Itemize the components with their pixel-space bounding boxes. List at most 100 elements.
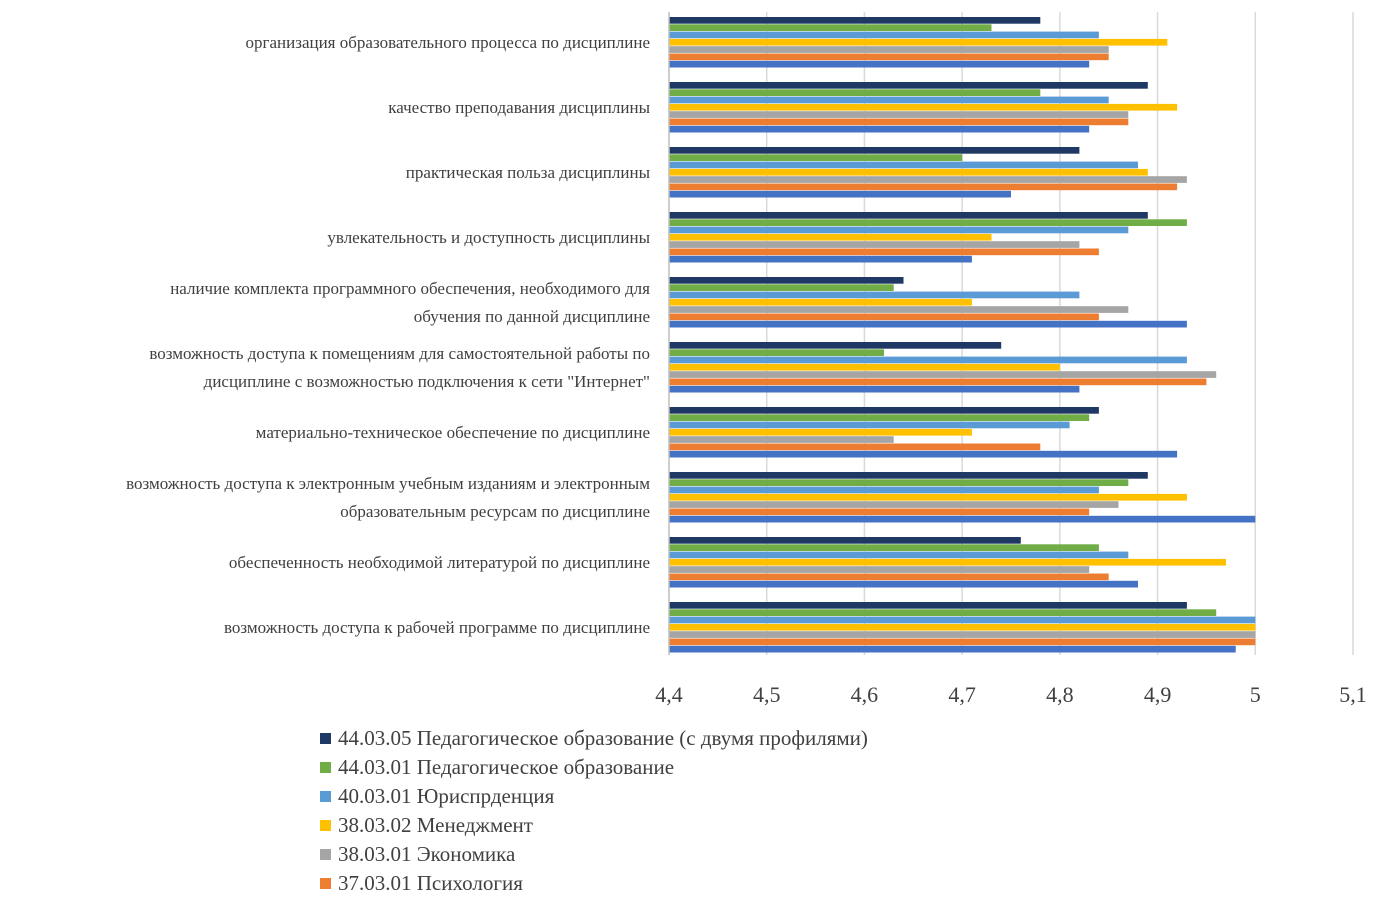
bar <box>669 226 1129 234</box>
bar <box>669 176 1187 183</box>
legend: 44.03.05 Педагогическое образование (с д… <box>320 724 868 898</box>
x-tick-label: 5 <box>1249 682 1261 707</box>
bar <box>669 154 963 161</box>
bar <box>669 371 1217 378</box>
bar <box>669 501 1119 508</box>
x-tick-label: 4,8 <box>1046 682 1074 707</box>
category-label: организация образовательного процесса по… <box>0 29 650 57</box>
category-label: возможность доступа к помещениям для сам… <box>0 340 650 396</box>
category-label-line: обучения по данной дисциплине <box>413 306 650 326</box>
category-label-line: обеспеченность необходимой литературой п… <box>228 552 650 572</box>
legend-item: 38.03.01 Экономика <box>320 840 868 869</box>
bar <box>669 356 1187 364</box>
bar <box>669 277 904 284</box>
x-tick-label: 5,1 <box>1339 682 1367 707</box>
legend-item: 44.03.05 Педагогическое образование (с д… <box>320 724 868 753</box>
category-label-line: наличие комплекта программного обеспечен… <box>170 278 650 298</box>
bar <box>669 31 1099 39</box>
category-label-line: качество преподавания дисциплины <box>388 97 650 117</box>
bar <box>669 125 1090 133</box>
bar <box>669 363 1060 371</box>
category-label-line: возможность доступа к электронным учебны… <box>126 473 650 493</box>
bar <box>669 306 1129 313</box>
category-label: увлекательность и доступность дисциплины <box>0 224 650 252</box>
bar <box>669 421 1070 429</box>
bar <box>669 53 1109 61</box>
bar <box>669 436 894 443</box>
legend-label: 38.03.02 Менеджмент <box>338 813 533 837</box>
bar <box>669 515 1256 523</box>
bar <box>669 537 1021 544</box>
bar <box>669 96 1109 104</box>
category-label: возможность доступа к рабочей программе … <box>0 614 650 642</box>
x-tick-label: 4,5 <box>752 682 781 707</box>
category-label-line: возможность доступа к рабочей программе … <box>224 617 650 637</box>
category-label-line: дисциплине с возможностью подключения к … <box>203 371 650 391</box>
bar <box>669 24 992 31</box>
bar <box>669 89 1041 96</box>
legend-label: 37.03.01 Психология <box>338 871 523 895</box>
bar <box>669 298 972 306</box>
legend-swatch <box>320 733 331 744</box>
bar <box>669 493 1187 501</box>
category-label: материально-техническое обеспечение по д… <box>0 419 650 447</box>
legend-swatch <box>320 791 331 802</box>
x-tick-label: 4,7 <box>948 682 976 707</box>
legend-swatch <box>320 878 331 889</box>
bar <box>669 342 1002 349</box>
category-label-line: возможность доступа к помещениям для сам… <box>149 343 650 363</box>
bar <box>669 558 1226 566</box>
bar <box>669 450 1178 458</box>
bar <box>669 407 1099 414</box>
bar <box>669 428 972 436</box>
legend-swatch <box>320 762 331 773</box>
legend-item: 44.03.01 Педагогическое образование <box>320 753 868 782</box>
bar <box>669 378 1207 386</box>
legend-label: 44.03.01 Педагогическое образование <box>338 755 675 779</box>
bar <box>669 385 1080 393</box>
bar <box>669 443 1041 451</box>
bar <box>669 313 1099 321</box>
bar <box>669 573 1109 581</box>
bar <box>669 17 1041 24</box>
category-label: возможность доступа к электронным учебны… <box>0 470 650 526</box>
category-label-line: практическая польза дисциплины <box>405 162 650 182</box>
bar <box>669 544 1099 551</box>
bar <box>669 183 1178 191</box>
category-label-line: материально-техническое обеспечение по д… <box>255 422 650 442</box>
bar <box>669 623 1256 631</box>
category-label: практическая польза дисциплины <box>0 159 650 187</box>
bar <box>669 111 1129 118</box>
bar <box>669 479 1129 486</box>
legend-item: 40.03.01 Юриспрденция <box>320 782 868 811</box>
legend-swatch <box>320 820 331 831</box>
bar <box>669 508 1090 516</box>
legend-label: 38.03.01 Экономика <box>338 842 516 866</box>
bar <box>669 255 972 263</box>
bar <box>669 284 894 291</box>
bar <box>669 118 1129 126</box>
legend-item: 38.03.02 Менеджмент <box>320 811 868 840</box>
bar <box>669 82 1148 89</box>
bar <box>669 219 1187 226</box>
category-label: наличие комплекта программного обеспечен… <box>0 275 650 331</box>
bar <box>669 60 1090 68</box>
bar <box>669 103 1178 111</box>
bar <box>669 609 1217 616</box>
bar <box>669 147 1080 154</box>
bar <box>669 291 1080 299</box>
category-label-line: увлекательность и доступность дисциплины <box>327 227 650 247</box>
bar <box>669 616 1256 624</box>
legend-label: 40.03.01 Юриспрденция <box>338 784 555 808</box>
bar <box>669 638 1256 646</box>
bar <box>669 349 884 356</box>
bar <box>669 645 1236 653</box>
bar <box>669 190 1011 198</box>
legend-label: 44.03.05 Педагогическое образование (с д… <box>338 726 868 750</box>
bar <box>669 168 1148 176</box>
bar <box>669 486 1099 494</box>
x-tick-label: 4,4 <box>655 682 683 707</box>
bar <box>669 248 1099 256</box>
